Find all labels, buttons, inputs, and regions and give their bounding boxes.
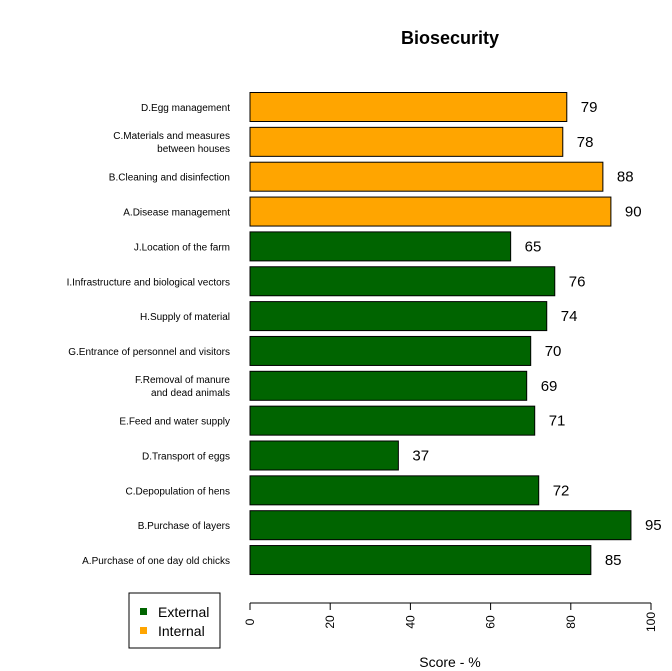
value-label: 78 xyxy=(577,134,594,151)
bar xyxy=(249,231,512,262)
bar xyxy=(249,161,604,192)
category-label: B.Purchase of layers xyxy=(138,521,230,532)
category-label: B.Cleaning and disinfection xyxy=(109,173,230,184)
category-label: D.Transport of eggs xyxy=(142,452,230,463)
category-label: J.Location of the farm xyxy=(134,242,230,253)
value-label: 72 xyxy=(553,482,570,499)
bar xyxy=(249,266,556,297)
x-tick-label: 40 xyxy=(403,615,417,629)
category-label: D.Egg management xyxy=(141,103,230,114)
x-axis: 0 20 40 60 80 100 xyxy=(243,602,658,632)
value-label: 90 xyxy=(625,204,642,221)
x-tick-label: 20 xyxy=(323,615,337,629)
legend-swatch xyxy=(140,608,147,615)
value-label: 71 xyxy=(549,413,566,430)
bar xyxy=(249,301,548,332)
value-label: 70 xyxy=(545,343,562,360)
bar xyxy=(249,126,564,157)
x-tick-label: 0 xyxy=(243,618,257,625)
category-label: C.Depopulation of hens xyxy=(125,486,230,497)
legend-swatch xyxy=(140,627,147,634)
category-label: E.Feed and water supply xyxy=(119,417,230,428)
category-label: F.Removal of manure and dead animals xyxy=(135,375,230,399)
x-tick-label: 80 xyxy=(564,615,578,629)
category-label: A.Disease management xyxy=(123,208,230,219)
value-label: 69 xyxy=(541,378,558,395)
bar xyxy=(249,475,540,506)
x-tick-label: 100 xyxy=(644,612,658,632)
bar xyxy=(249,405,536,436)
x-axis-title: Score - % xyxy=(419,654,480,670)
bars-group: 79 D.Egg management 78 C.Materials and meas… xyxy=(67,92,662,576)
bar xyxy=(249,335,532,366)
value-label: 37 xyxy=(412,448,429,465)
category-label: G.Entrance of personnel and visitors xyxy=(68,347,230,358)
bar xyxy=(249,370,528,401)
legend-box xyxy=(128,592,221,649)
bar xyxy=(249,440,399,471)
value-label: 95 xyxy=(645,517,662,534)
category-label: C.Materials and measures between houses xyxy=(113,131,230,155)
category-label: I.Infrastructure and biological vectors xyxy=(67,277,230,288)
bar xyxy=(249,92,568,122)
bar xyxy=(249,545,592,576)
category-label: A.Purchase of one day old chicks xyxy=(82,556,230,567)
chart-title: Biosecurity xyxy=(401,28,499,48)
x-tick-label: 60 xyxy=(484,615,498,629)
bar xyxy=(249,196,612,227)
legend-label: Internal xyxy=(158,623,205,639)
value-label: 79 xyxy=(581,99,598,116)
bar xyxy=(249,510,632,541)
legend-label: External xyxy=(158,604,209,620)
value-label: 88 xyxy=(617,169,634,186)
value-label: 85 xyxy=(605,552,622,569)
value-label: 76 xyxy=(569,273,586,290)
category-label: H.Supply of material xyxy=(140,312,230,323)
legend: External Internal xyxy=(128,592,221,649)
value-label: 65 xyxy=(525,238,542,255)
value-label: 74 xyxy=(561,308,578,325)
